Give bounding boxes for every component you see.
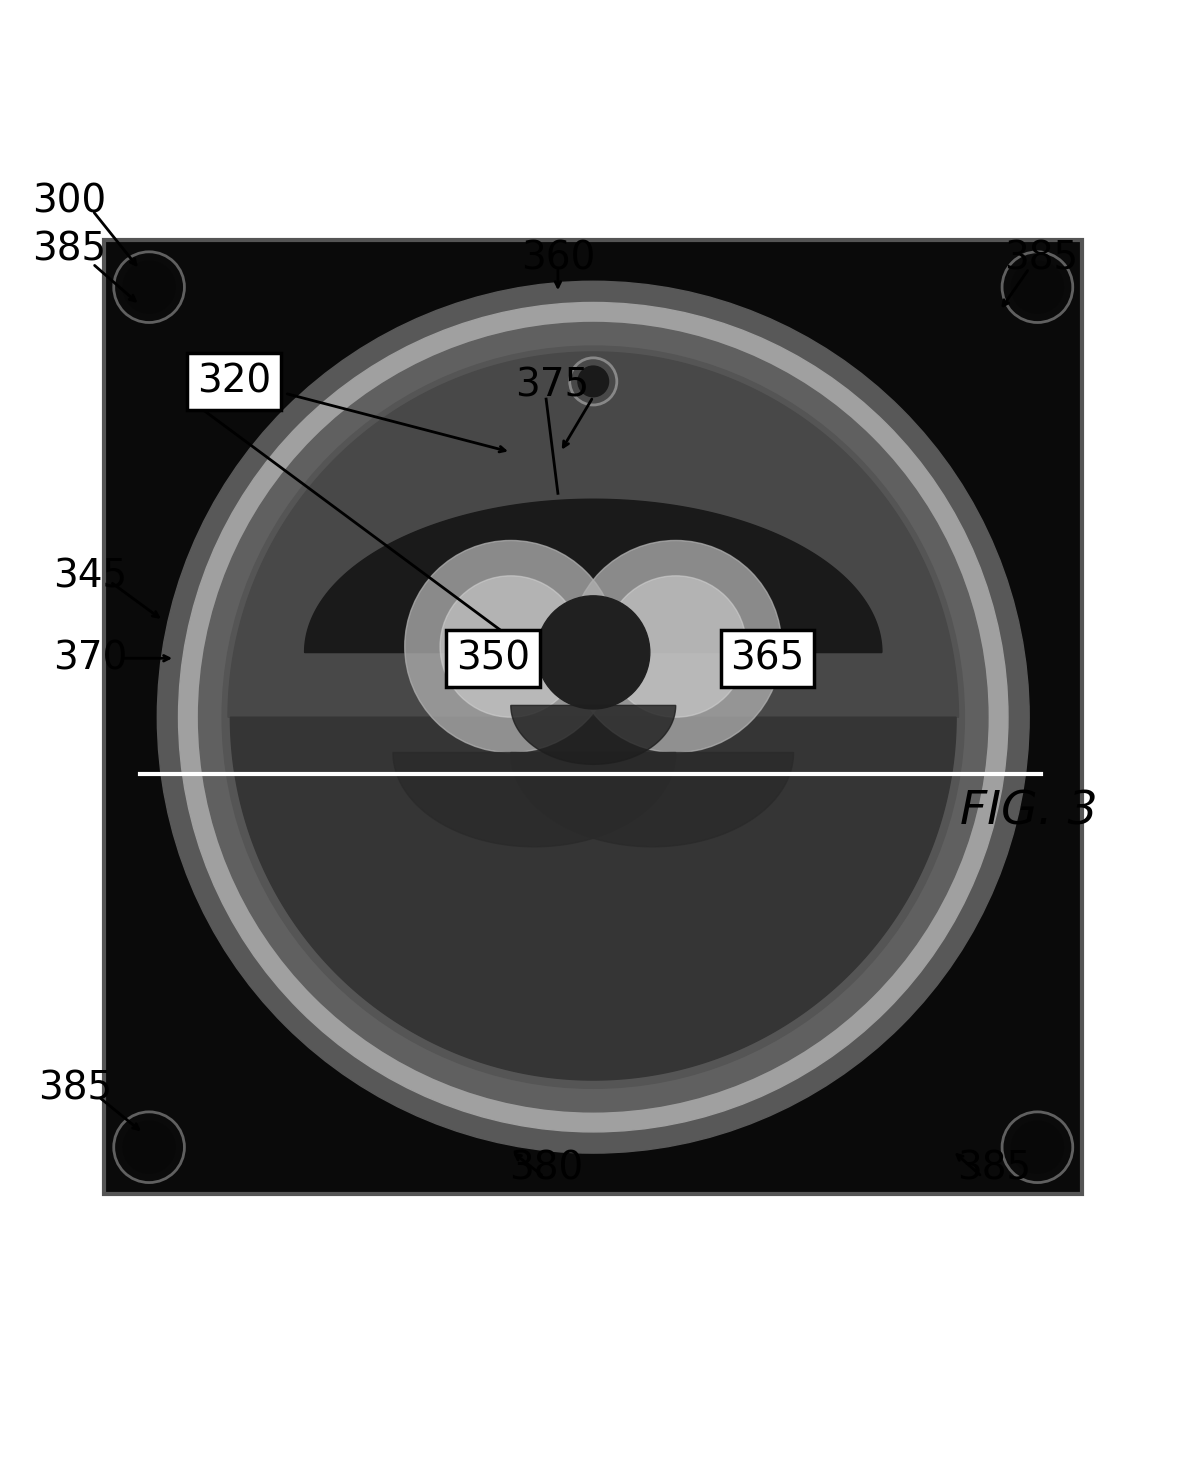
Circle shape — [158, 282, 1028, 1153]
Circle shape — [123, 1122, 174, 1174]
Circle shape — [1012, 1122, 1063, 1174]
Bar — [104, 240, 1082, 1194]
Circle shape — [578, 366, 608, 397]
Circle shape — [440, 576, 581, 717]
Text: 385: 385 — [956, 1150, 1031, 1187]
Text: 365: 365 — [731, 640, 804, 677]
Polygon shape — [510, 753, 793, 848]
Text: 360: 360 — [521, 239, 595, 277]
Circle shape — [536, 596, 650, 710]
Polygon shape — [305, 499, 881, 652]
Text: 370: 370 — [53, 640, 127, 677]
Polygon shape — [510, 705, 676, 765]
Circle shape — [178, 302, 1008, 1132]
Circle shape — [404, 541, 617, 753]
Polygon shape — [228, 353, 958, 717]
Polygon shape — [393, 753, 676, 848]
Text: FIG. 3: FIG. 3 — [959, 790, 1097, 834]
Text: 350: 350 — [455, 640, 530, 677]
Polygon shape — [230, 717, 956, 1080]
Circle shape — [198, 323, 988, 1112]
Text: 375: 375 — [515, 366, 589, 405]
Circle shape — [605, 576, 746, 717]
Circle shape — [569, 541, 782, 753]
Text: 385: 385 — [38, 1070, 111, 1107]
Text: 345: 345 — [53, 557, 127, 596]
Circle shape — [1012, 262, 1063, 314]
Circle shape — [123, 262, 174, 314]
Text: 380: 380 — [509, 1150, 584, 1187]
Circle shape — [222, 347, 964, 1088]
Text: 385: 385 — [1003, 239, 1078, 277]
Text: 385: 385 — [32, 231, 106, 268]
Text: 320: 320 — [197, 363, 270, 400]
Text: 300: 300 — [32, 182, 106, 221]
